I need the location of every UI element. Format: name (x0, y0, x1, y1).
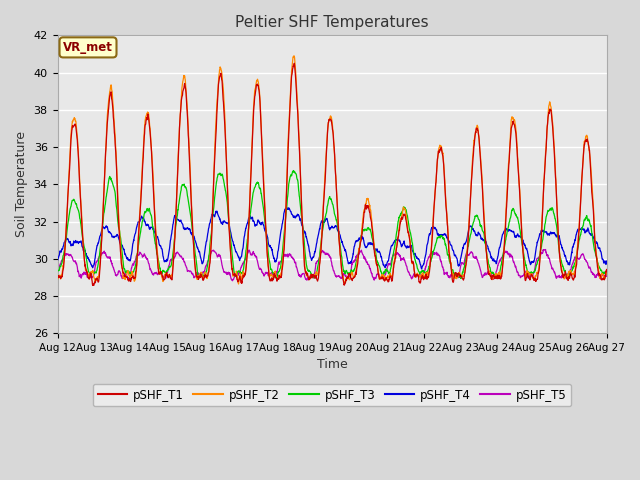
Title: Peltier SHF Temperatures: Peltier SHF Temperatures (236, 15, 429, 30)
Legend: pSHF_T1, pSHF_T2, pSHF_T3, pSHF_T4, pSHF_T5: pSHF_T1, pSHF_T2, pSHF_T3, pSHF_T4, pSHF… (93, 384, 572, 406)
Y-axis label: Soil Temperature: Soil Temperature (15, 131, 28, 237)
Text: VR_met: VR_met (63, 41, 113, 54)
X-axis label: Time: Time (317, 359, 348, 372)
